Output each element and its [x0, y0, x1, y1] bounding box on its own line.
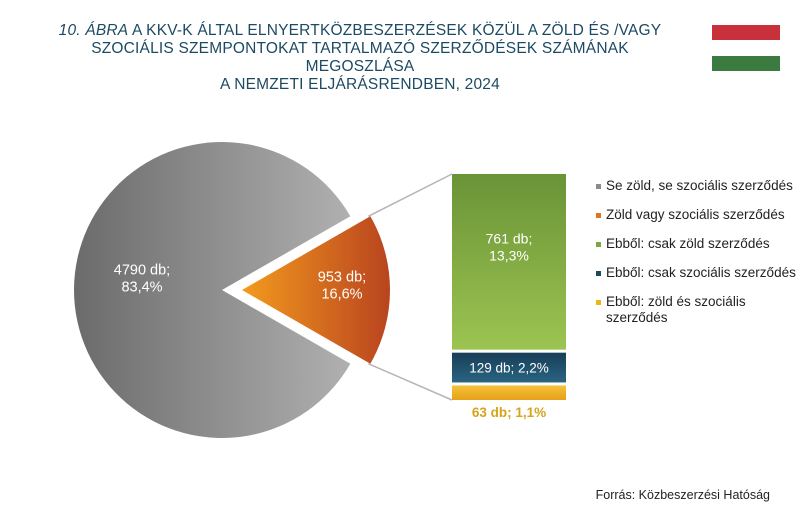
- legend: Se zöld, se szociális szerződés Zöld vagy…: [596, 178, 796, 339]
- bar-label-csak-szocialis: 129 db; 2,2%: [469, 361, 549, 376]
- flag-stripe-red: [712, 25, 780, 41]
- legend-swatch: [596, 271, 601, 276]
- bar-segment-csak-szocialis: [452, 352, 566, 383]
- bar-label-csak-zold: 761 db; 13,3%: [486, 230, 533, 263]
- pie-label-zold-vagy-szocialis: 953 db; 16,6%: [318, 270, 366, 303]
- bar-segment-zold-es-szocialis: [452, 385, 566, 400]
- legend-label: Ebből: csak szociális szerződés: [606, 265, 796, 280]
- legend-item: Zöld vagy szociális szerződés: [596, 207, 796, 223]
- legend-item: Ebből: csak zöld szerződés: [596, 236, 796, 252]
- legend-swatch: [596, 213, 601, 218]
- hungarian-flag-icon: [712, 25, 780, 71]
- legend-swatch: [596, 184, 601, 189]
- pie-label-se-zold: 4790 db; 83,4%: [114, 263, 170, 296]
- legend-item: Ebből: zöld és szociális szerződés: [596, 294, 796, 326]
- flag-stripe-green: [712, 55, 780, 71]
- pie-slice-zold-vagy-szocialis: [242, 216, 390, 364]
- title-line-2: SZOCIÁLIS SZEMPONTOKAT TARTALMAZÓ SZERZŐ…: [91, 40, 629, 75]
- legend-label: Zöld vagy szociális szerződés: [606, 207, 785, 222]
- bar-label-zold-es-szocialis: 63 db; 1,1%: [472, 405, 546, 420]
- legend-item: Ebből: csak szociális szerződés: [596, 265, 796, 281]
- legend-item: Se zöld, se szociális szerződés: [596, 178, 796, 194]
- legend-label: Ebből: zöld és szociális szerződés: [606, 294, 746, 325]
- source-note: Forrás: Közbeszerzési Hatóság: [595, 488, 770, 502]
- legend-swatch: [596, 242, 601, 247]
- title-line-1: A KKV-K ÁLTAL ELNYERTKÖZBESZERZÉSEK KÖZÜ…: [128, 22, 662, 39]
- bar-segment-csak-zold: [452, 174, 566, 350]
- connector-line-top: [368, 173, 453, 217]
- chart-title: 10. ÁBRA A KKV-K ÁLTAL ELNYERTKÖZBESZERZ…: [40, 22, 680, 94]
- legend-label: Se zöld, se szociális szerződés: [606, 178, 793, 193]
- pie-slice-se-zold-se-szocialis: [73, 141, 351, 438]
- legend-label: Ebből: csak zöld szerződés: [606, 236, 770, 251]
- flag-stripe-white: [712, 40, 780, 56]
- legend-swatch: [596, 300, 601, 305]
- figure-label: 10. ÁBRA: [58, 22, 129, 39]
- title-line-3: A NEMZETI ELJÁRÁSRENDBEN, 2024: [220, 76, 500, 93]
- connector-line-bottom: [368, 363, 453, 401]
